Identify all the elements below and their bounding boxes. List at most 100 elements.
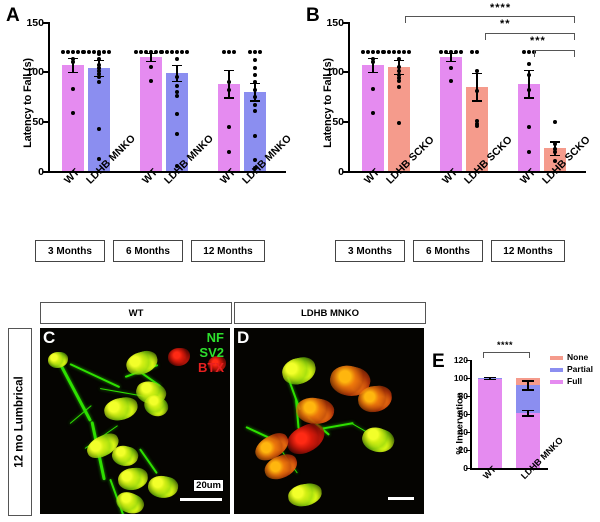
- datapoint: [553, 147, 557, 152]
- panel-b-tick-150: [343, 22, 349, 24]
- micrograph-header-mnko: LDHB MNKO: [234, 302, 426, 324]
- panel-e-tick-100: [466, 378, 471, 380]
- datapoint: [522, 49, 526, 54]
- errorcap-panelB-4-0: [524, 69, 534, 72]
- panel-a-tick-0: [43, 171, 49, 173]
- datapoint: [227, 125, 231, 130]
- channel-label-nf: NF: [206, 330, 224, 345]
- errorcap-panelA-3-0: [172, 64, 182, 67]
- datapoint: [107, 49, 111, 54]
- errorbar-panelB-4: [528, 69, 530, 98]
- datapoint: [402, 49, 406, 54]
- datapoint: [160, 49, 164, 54]
- datapoint: [149, 78, 153, 83]
- micrograph-c: C NF SV2 BTX 20um: [40, 328, 230, 514]
- datapoint: [439, 49, 443, 54]
- datapoint: [175, 74, 179, 79]
- panel-e-sig: ****: [497, 340, 514, 350]
- panel-a-tick-50: [43, 121, 49, 123]
- panel-b-tick-50: [343, 121, 349, 123]
- errorcap-panelA-4-0: [224, 69, 234, 72]
- datapoint: [475, 124, 479, 129]
- panel-b-bracket-3-right: [574, 50, 576, 57]
- datapoint: [71, 49, 75, 54]
- datapoint: [87, 49, 91, 54]
- panel-e-x-axis: [470, 468, 548, 470]
- datapoint: [397, 56, 401, 61]
- panel-e-bracket-top: [483, 352, 530, 354]
- errorcap-panelB-0-1: [368, 71, 378, 74]
- datapoint: [149, 49, 153, 54]
- datapoint: [449, 49, 453, 54]
- datapoint: [253, 103, 257, 108]
- errorcap-panelA-0-1: [68, 71, 78, 74]
- panel-a-agebox-6mo: 6 Months: [113, 240, 183, 262]
- panel-e-errorbar-1: [527, 380, 529, 390]
- datapoint: [475, 68, 479, 73]
- panel-e-tick-80: [466, 396, 471, 398]
- datapoint: [553, 150, 557, 155]
- datapoint: [397, 78, 401, 83]
- panel-b-agebox-6mo: 6 Months: [413, 240, 483, 262]
- datapoint: [134, 49, 138, 54]
- datapoint: [180, 49, 184, 54]
- datapoint: [71, 59, 75, 64]
- datapoint: [253, 109, 257, 114]
- datapoint: [227, 79, 231, 84]
- datapoint: [185, 49, 189, 54]
- datapoint: [366, 49, 370, 54]
- datapoint: [553, 120, 557, 125]
- errorcap-panelB-4-1: [524, 97, 534, 99]
- datapoint: [371, 59, 375, 64]
- datapoint: [71, 86, 75, 91]
- datapoint: [449, 78, 453, 83]
- datapoint: [71, 111, 75, 116]
- panel-e-errorcap-1-0: [522, 380, 534, 382]
- datapoint: [258, 49, 262, 54]
- datapoint: [397, 72, 401, 77]
- datapoint: [248, 49, 252, 54]
- datapoint: [527, 150, 531, 155]
- channel-label-btx: BTX: [198, 360, 224, 375]
- datapoint: [175, 89, 179, 94]
- panel-b-bracket-1-right: [574, 16, 576, 23]
- datapoint: [170, 49, 174, 54]
- datapoint: [175, 93, 179, 98]
- datapoint: [97, 127, 101, 132]
- datapoint: [253, 166, 257, 171]
- datapoint: [371, 49, 375, 54]
- datapoint: [397, 68, 401, 73]
- panel-e-inner-errorcap-1-1: [522, 415, 534, 417]
- errorcap-panelB-5-0: [550, 141, 560, 143]
- micrograph-header-wt: WT: [40, 302, 232, 324]
- scalebar: [180, 498, 222, 501]
- panel-a-y-axis: [48, 22, 50, 173]
- panel-e-ytick-80: 80: [458, 391, 468, 401]
- errorcap-panelB-3-1: [472, 100, 482, 102]
- panel-e-bracket-left: [483, 352, 485, 358]
- errorbar-panelB-0: [372, 57, 374, 72]
- datapoint: [253, 134, 257, 139]
- datapoint: [371, 56, 375, 61]
- datapoint: [175, 112, 179, 117]
- panel-b-sig-1: ****: [490, 2, 512, 14]
- datapoint: [553, 159, 557, 164]
- bar-panelA-3: [166, 72, 188, 171]
- datapoint: [475, 49, 479, 54]
- errorcap-panelA-3-1: [172, 80, 182, 82]
- datapoint: [527, 49, 531, 54]
- datapoint: [97, 157, 101, 162]
- micrograph-d: D: [234, 328, 424, 514]
- datapoint: [97, 65, 101, 70]
- datapoint: [527, 61, 531, 66]
- bar-panelB-0: [362, 64, 384, 171]
- datapoint: [102, 49, 106, 54]
- errorcap-panelB-3-0: [472, 72, 482, 75]
- legend-label-none: None: [567, 352, 589, 362]
- datapoint: [76, 49, 80, 54]
- datapoint: [397, 75, 401, 80]
- nmj-cluster: [168, 348, 190, 366]
- datapoint: [227, 49, 231, 54]
